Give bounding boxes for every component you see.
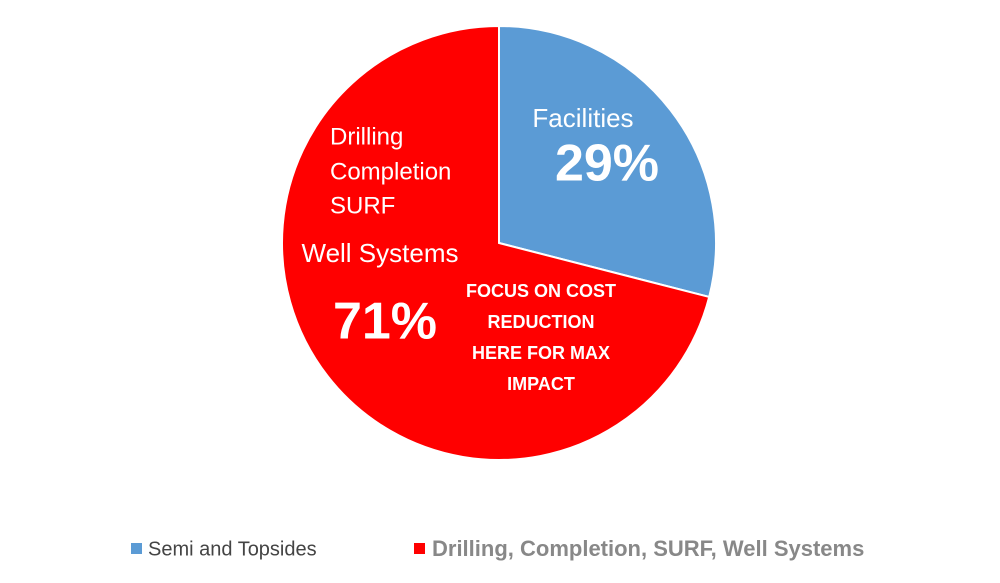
- pie-slice: [498, 24, 717, 299]
- legend-label: Drilling, Completion, SURF, Well Systems: [432, 536, 864, 561]
- slice-label: Completion: [330, 158, 451, 185]
- pie-slice: [281, 24, 711, 461]
- annotation: IMPACT: [507, 374, 575, 394]
- legend-label: Semi and Topsides: [148, 538, 317, 560]
- slice-label: Well Systems: [302, 238, 459, 268]
- slice-label: Facilities: [532, 103, 633, 133]
- value-label: 29%: [555, 135, 659, 193]
- legend-swatch: [414, 543, 425, 554]
- annotation: HERE FOR MAX: [472, 343, 610, 363]
- value-label: 71%: [333, 293, 437, 351]
- annotation: REDUCTION: [488, 312, 595, 332]
- slice-label: Drilling: [330, 123, 403, 150]
- legend-swatch: [131, 543, 142, 554]
- annotation: FOCUS ON COST: [466, 281, 616, 301]
- slice-label: SURF: [330, 192, 395, 219]
